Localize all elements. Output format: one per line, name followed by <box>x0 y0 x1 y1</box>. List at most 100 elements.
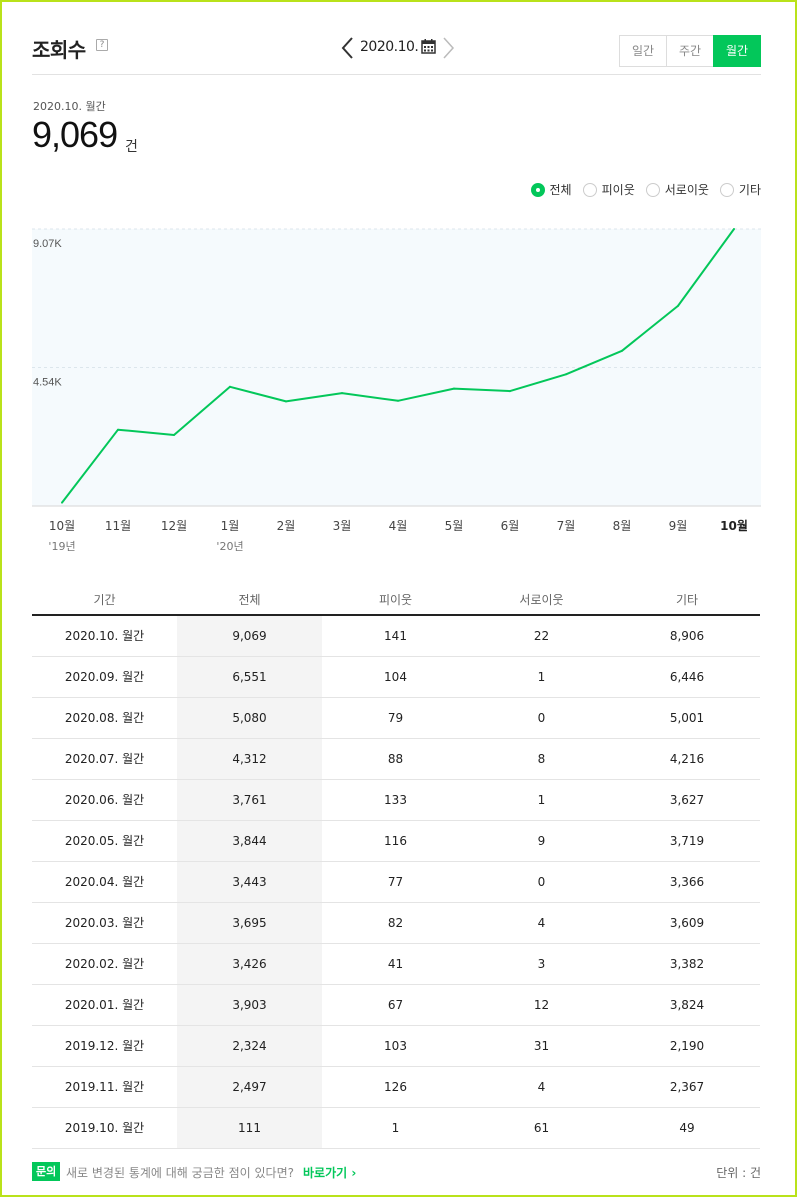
cell-neighbor: 41 <box>322 943 469 985</box>
cell-etc: 49 <box>614 1107 760 1149</box>
cell-total: 111 <box>177 1107 322 1149</box>
summary-date: 2020.10. 월간 <box>33 100 106 113</box>
data-point <box>341 392 343 395</box>
cell-total: 3,443 <box>177 861 322 903</box>
table-row: 2019.12. 월간 2,324 103 31 2,190 <box>32 1025 760 1067</box>
cell-mutual: 8 <box>469 738 614 780</box>
tab-weekly[interactable]: 주간 <box>666 35 714 67</box>
filter-etc[interactable]: 기타 <box>719 181 761 198</box>
cell-period: 2020.09. 월간 <box>32 656 177 698</box>
filter-neighbor[interactable]: 피이웃 <box>582 181 635 198</box>
unit-label: 단위 : 건 <box>716 1166 761 1180</box>
cell-total: 6,551 <box>177 656 322 698</box>
stats-table: 기간 전체 피이웃 서로이웃 기타 2020.10. 월간 9,069 141 22 8… <box>32 584 760 1149</box>
x-tick-label: 12월 <box>161 519 187 533</box>
y-tick-label: 9.07K <box>33 238 62 250</box>
cell-total: 5,080 <box>177 697 322 739</box>
data-point <box>565 373 567 376</box>
x-tick-label: 11월 <box>105 519 131 533</box>
page-title: 조회수 <box>32 38 86 62</box>
radio-icon <box>530 182 545 197</box>
cell-mutual: 1 <box>469 779 614 821</box>
radio-icon <box>582 182 597 197</box>
cell-mutual: 0 <box>469 697 614 739</box>
cell-period: 2020.07. 월간 <box>32 738 177 780</box>
cell-mutual: 0 <box>469 861 614 903</box>
x-tick-label: 10월 <box>720 518 748 533</box>
table-row: 2019.10. 월간 111 1 61 49 <box>32 1107 760 1149</box>
table-row: 2020.04. 월간 3,443 77 0 3,366 <box>32 861 760 903</box>
cell-mutual: 31 <box>469 1025 614 1067</box>
cell-etc: 6,446 <box>614 656 760 698</box>
x-tick-label: 10월 <box>49 519 75 533</box>
header-period: 기간 <box>32 584 177 616</box>
chevron-right-icon[interactable] <box>440 36 456 60</box>
help-icon[interactable]: ? <box>96 39 108 51</box>
cell-neighbor: 88 <box>322 738 469 780</box>
data-point <box>61 501 63 504</box>
series-filter: 전체 피이웃 서로이웃 기타 <box>520 181 761 198</box>
cell-period: 2020.06. 월간 <box>32 779 177 821</box>
cell-mutual: 3 <box>469 943 614 985</box>
cell-period: 2020.04. 월간 <box>32 861 177 903</box>
table-row: 2020.01. 월간 3,903 67 12 3,824 <box>32 984 760 1026</box>
summary-value: 9,069 <box>32 114 118 155</box>
radio-icon <box>645 182 660 197</box>
header-mutual: 서로이웃 <box>469 584 614 616</box>
filter-mutual-label: 서로이웃 <box>664 183 709 197</box>
table-row: 2020.10. 월간 9,069 141 22 8,906 <box>32 615 760 657</box>
data-point <box>173 434 175 436</box>
filter-all[interactable]: 전체 <box>530 181 572 198</box>
footer-text: 새로 변경된 통계에 대해 궁금한 점이 있다면? <box>66 1166 294 1180</box>
data-point <box>677 304 679 307</box>
data-point <box>733 228 735 230</box>
table-row: 2020.02. 월간 3,426 41 3 3,382 <box>32 943 760 985</box>
table-row: 2020.03. 월간 3,695 82 4 3,609 <box>32 902 760 944</box>
x-tick-label: 8월 <box>613 519 632 533</box>
cell-period: 2019.11. 월간 <box>32 1066 177 1108</box>
header-etc: 기타 <box>614 584 760 616</box>
data-point <box>397 399 399 402</box>
cell-period: 2020.05. 월간 <box>32 820 177 862</box>
y-tick-label: 4.54K <box>33 376 62 388</box>
x-tick-label: 5월 <box>445 519 464 533</box>
filter-mutual[interactable]: 서로이웃 <box>645 181 709 198</box>
cell-total: 3,695 <box>177 902 322 944</box>
cell-mutual: 4 <box>469 1066 614 1108</box>
cell-mutual: 22 <box>469 615 614 657</box>
date-navigator: 2020.10. <box>340 34 470 62</box>
cell-period: 2020.01. 월간 <box>32 984 177 1026</box>
cell-neighbor: 126 <box>322 1066 469 1108</box>
calendar-icon[interactable] <box>421 39 436 54</box>
cell-etc: 3,719 <box>614 820 760 862</box>
cell-total: 2,497 <box>177 1066 322 1108</box>
cell-etc: 3,627 <box>614 779 760 821</box>
cell-neighbor: 133 <box>322 779 469 821</box>
cell-total: 3,903 <box>177 984 322 1026</box>
x-tick-label: 1월 <box>221 519 240 533</box>
chevron-left-icon[interactable] <box>340 36 356 60</box>
x-year-label: '19년 <box>48 540 75 553</box>
go-link[interactable]: 바로가기 › <box>303 1166 357 1180</box>
cell-neighbor: 104 <box>322 656 469 698</box>
cell-period: 2020.10. 월간 <box>32 615 177 657</box>
cell-etc: 4,216 <box>614 738 760 780</box>
table-row: 2020.08. 월간 5,080 79 0 5,001 <box>32 697 760 739</box>
table-row: 2020.07. 월간 4,312 88 8 4,216 <box>32 738 760 780</box>
cell-neighbor: 82 <box>322 902 469 944</box>
cell-period: 2020.08. 월간 <box>32 697 177 739</box>
data-point <box>229 385 231 388</box>
tab-monthly[interactable]: 월간 <box>713 35 761 67</box>
cell-mutual: 12 <box>469 984 614 1026</box>
period-tabs: 일간 주간 월간 <box>619 35 761 67</box>
data-point <box>285 400 287 403</box>
cell-neighbor: 77 <box>322 861 469 903</box>
tab-daily[interactable]: 일간 <box>619 35 667 67</box>
cell-period: 2020.02. 월간 <box>32 943 177 985</box>
cell-neighbor: 79 <box>322 697 469 739</box>
cell-mutual: 9 <box>469 820 614 862</box>
cell-total: 3,761 <box>177 779 322 821</box>
cell-period: 2019.12. 월간 <box>32 1025 177 1067</box>
views-line-chart: 9.07K 4.54K 10월 '19년 11월 12월 1월 '20년 2월 3월 4월 5월 6월 7… <box>32 228 761 553</box>
header-neighbor: 피이웃 <box>322 584 469 616</box>
